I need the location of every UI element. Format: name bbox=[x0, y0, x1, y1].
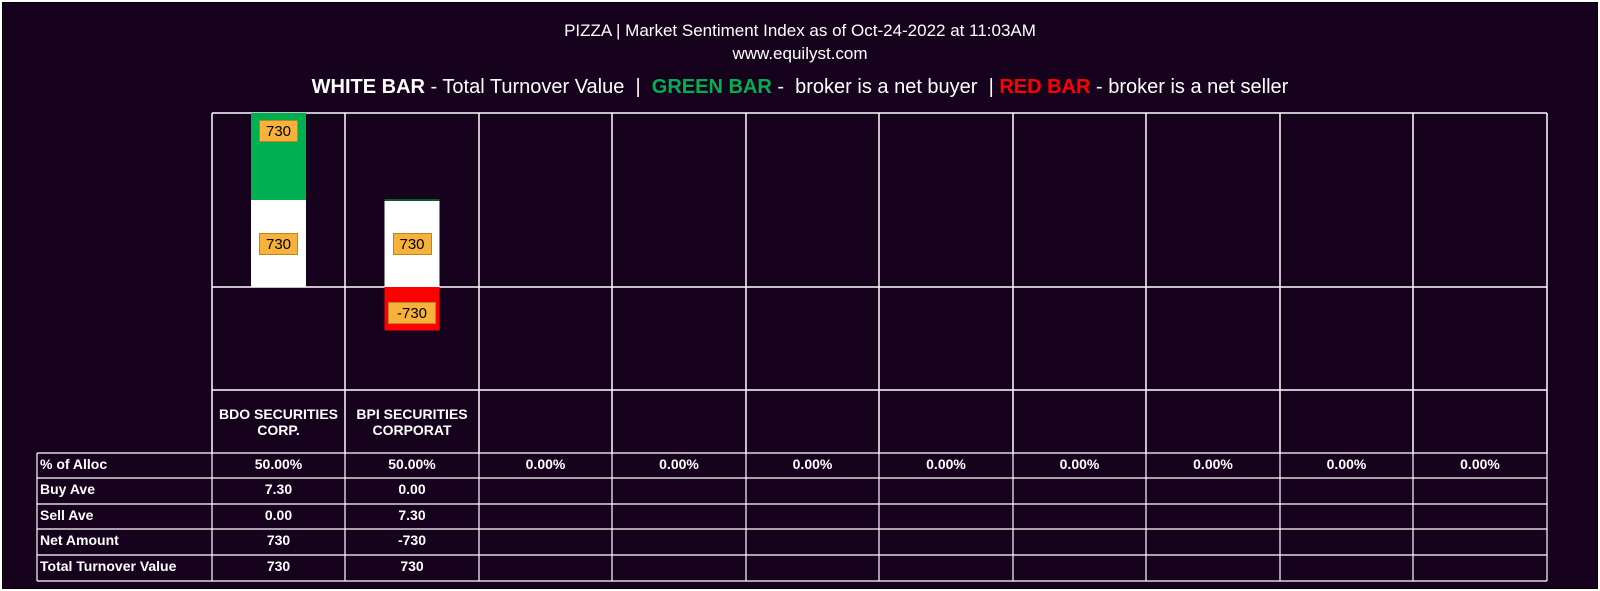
legend-green-bar: GREEN BAR bbox=[651, 76, 772, 98]
table-cell: -730 bbox=[397, 532, 427, 548]
table-row-label: Buy Ave bbox=[40, 481, 95, 497]
table-row-label: Net Amount bbox=[40, 532, 119, 548]
table-cell: 0.00% bbox=[659, 456, 699, 472]
green-bar-label: 730 bbox=[259, 120, 298, 142]
table-cell: 730 bbox=[400, 558, 424, 574]
table-cell: 0.00% bbox=[1326, 456, 1367, 472]
table-cell: 0.00% bbox=[1059, 456, 1100, 472]
broker-name: BPI SECURITIES CORPORAT bbox=[356, 405, 468, 438]
table-cell: 0.00% bbox=[525, 456, 566, 472]
table-cell: 0.00 bbox=[264, 507, 293, 523]
table-cell: 730 bbox=[266, 532, 291, 548]
table-row-label: Sell Ave bbox=[40, 507, 94, 523]
table-cell: 0.00% bbox=[1193, 456, 1233, 472]
table-cell: 0.00% bbox=[792, 456, 833, 472]
chart-title: PIZZA | Market Sentiment Index as of Oct… bbox=[564, 21, 1036, 40]
legend-white-bar: WHITE BAR bbox=[311, 76, 425, 98]
broker-name: BDO SECURITIES CORP. bbox=[218, 405, 338, 438]
legend-green-desc: - broker is a net buyer | bbox=[771, 76, 1000, 98]
table-cell: 50.00% bbox=[254, 456, 303, 472]
table-cell: 0.00% bbox=[1460, 456, 1500, 472]
table-cell: 50.00% bbox=[388, 456, 436, 472]
table-row-label: % of Alloc bbox=[40, 456, 108, 472]
white-bar-cap bbox=[384, 199, 440, 201]
table-row-label: Total Turnover Value bbox=[40, 558, 177, 574]
red-bar-label: -730 bbox=[388, 301, 436, 324]
white-bar-label: 730 bbox=[259, 232, 298, 255]
table-cell: 0.00 bbox=[398, 481, 426, 497]
table-cell: 7.30 bbox=[264, 481, 293, 497]
white-bar-label: 730 bbox=[392, 232, 432, 255]
legend-red-bar: RED BAR bbox=[999, 76, 1091, 98]
legend-red-desc: - broker is a net seller bbox=[1090, 76, 1289, 98]
table-cell: 730 bbox=[266, 558, 291, 574]
table-cell: 0.00% bbox=[926, 456, 966, 472]
legend-white-desc: - Total Turnover Value | bbox=[425, 76, 652, 98]
legend: WHITE BAR - Total Turnover Value | GREEN… bbox=[0, 76, 1600, 99]
chart-subtitle-site: www.equilyst.com bbox=[732, 44, 868, 63]
table-cell: 7.30 bbox=[398, 507, 426, 523]
